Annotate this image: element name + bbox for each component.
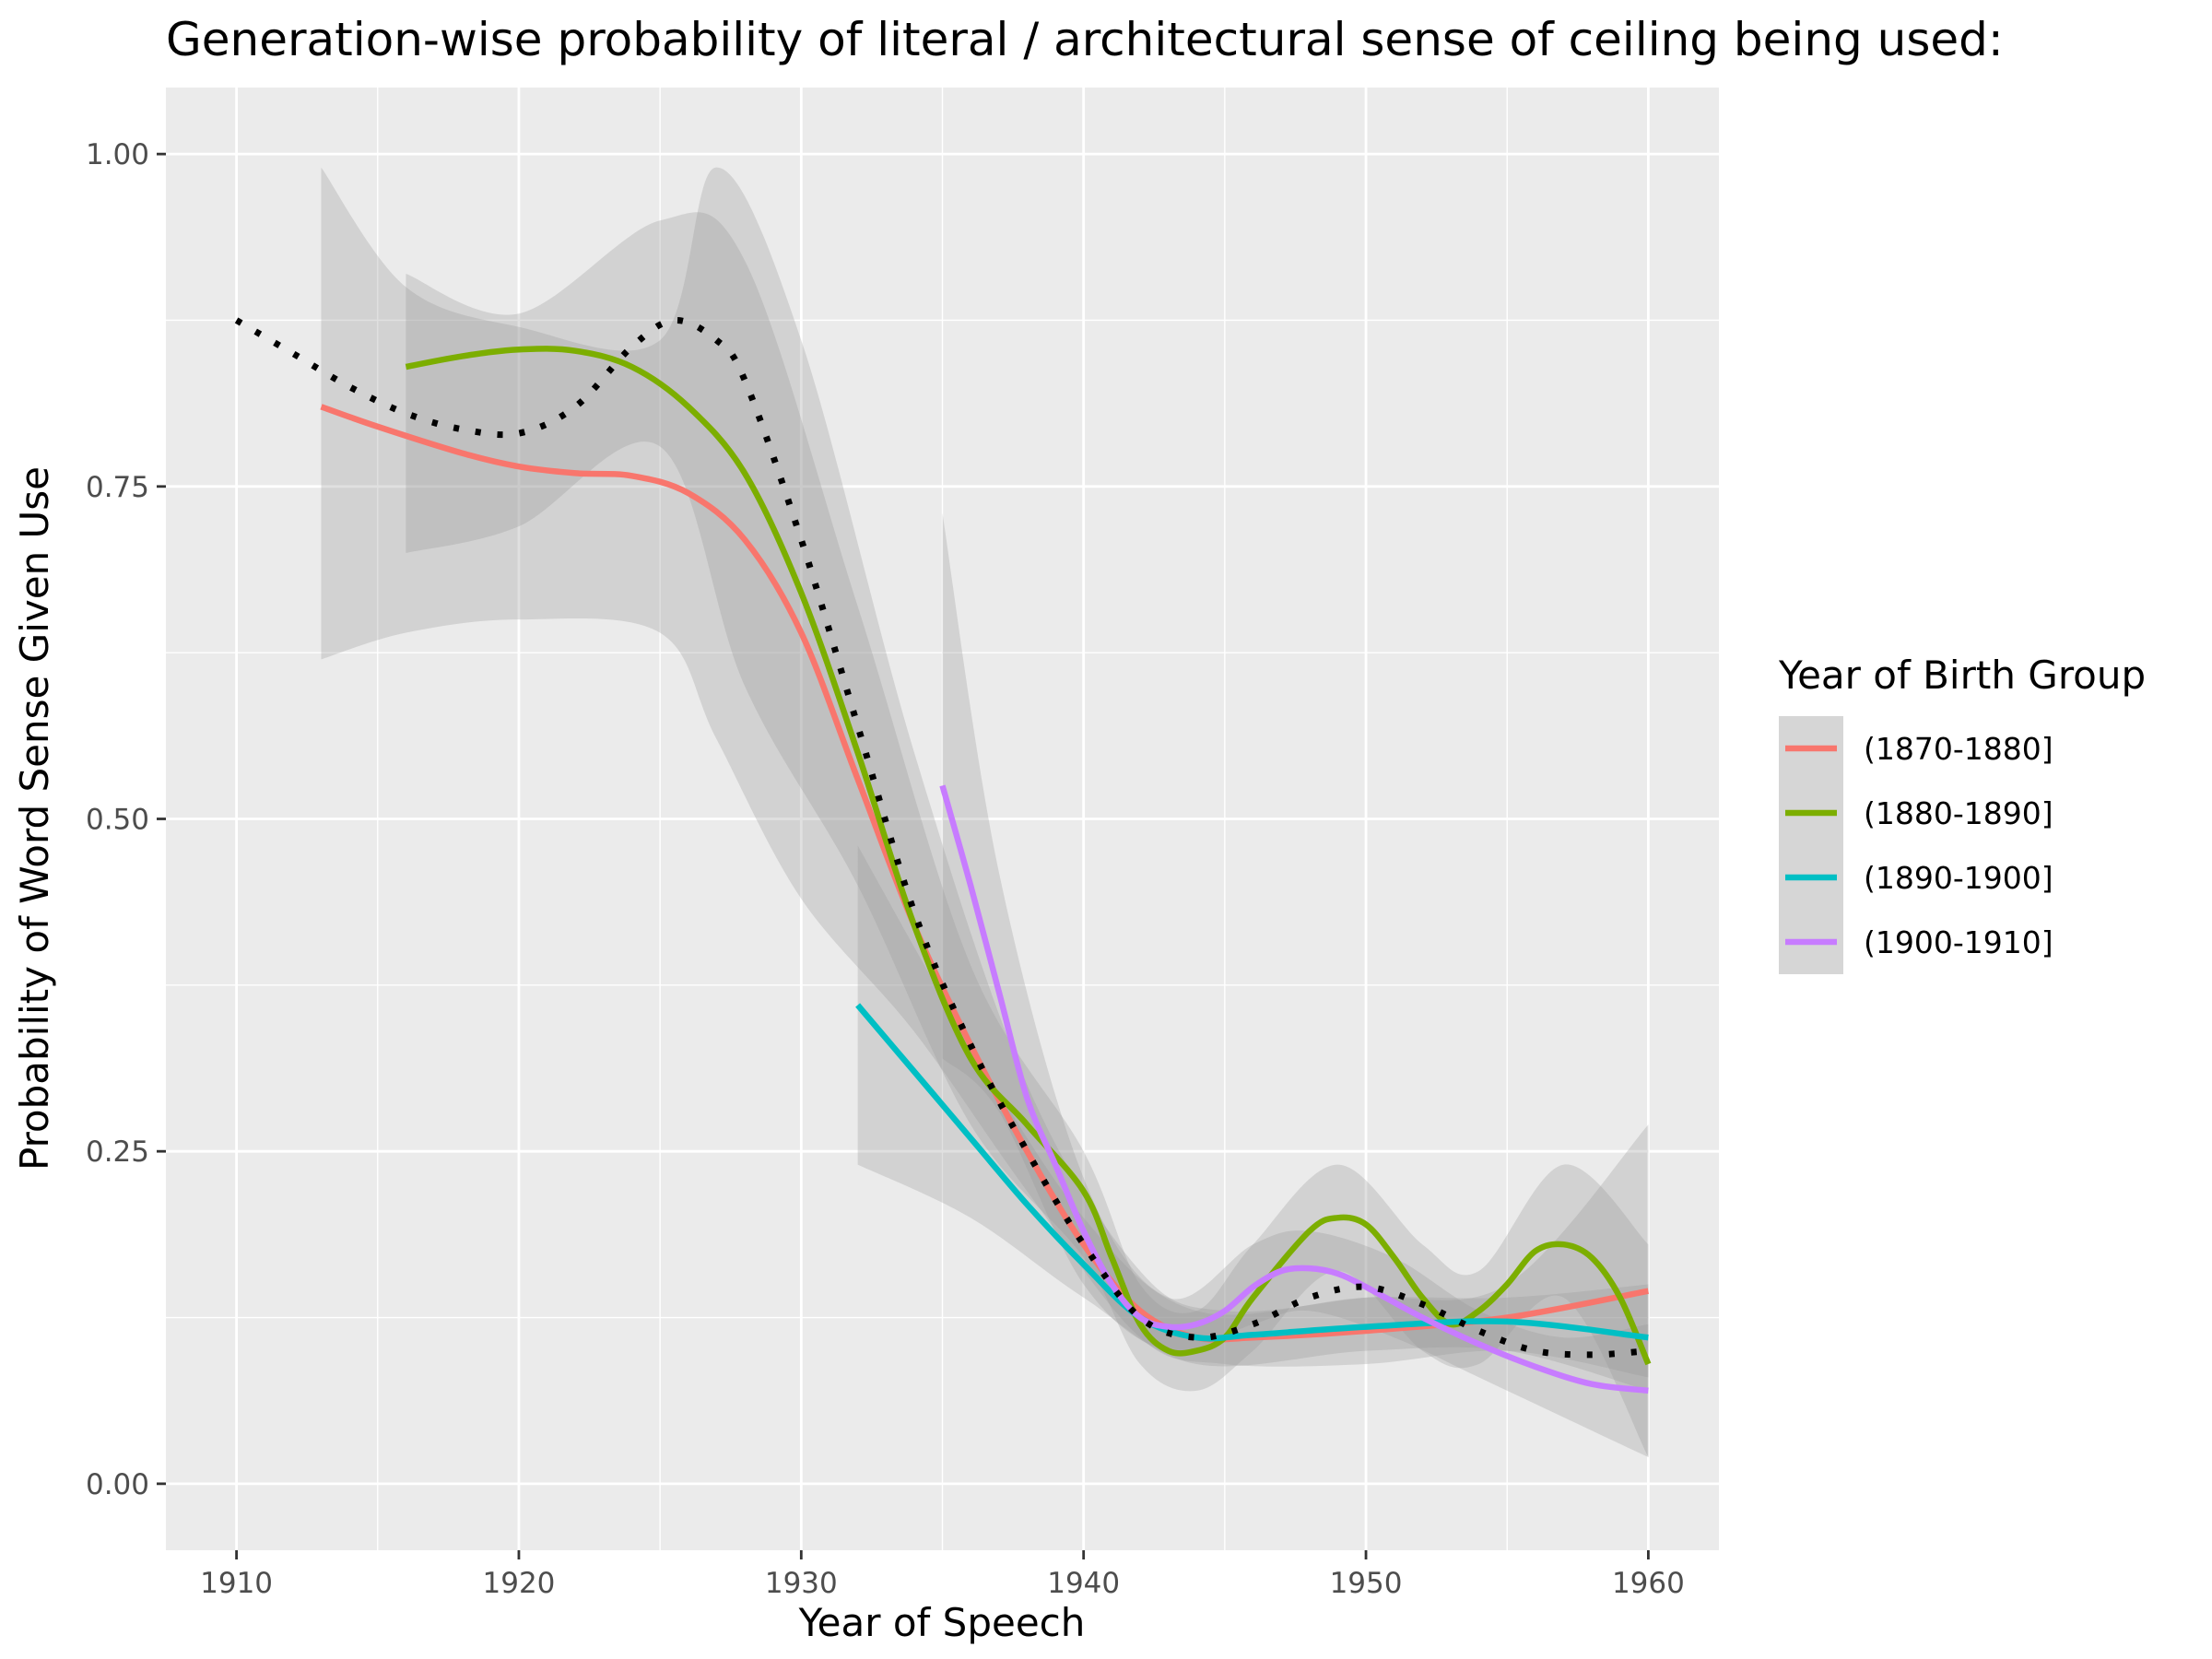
y-tick-label: 0.50 (86, 804, 149, 837)
legend: Year of Birth Group (1870-1880] (1880-189… (1778, 653, 2146, 974)
legend-label: (1900-1910] (1864, 924, 2053, 960)
y-tick-label: 1.00 (86, 138, 149, 171)
y-axis: 0.00 0.25 0.50 0.75 1.00 (86, 138, 166, 1501)
series-lines (234, 316, 1652, 1394)
legend-title: Year of Birth Group (1778, 653, 2146, 698)
confidence-ribbon (406, 212, 1649, 1457)
y-tick-label: 0.25 (86, 1135, 149, 1169)
x-tick-label: 1910 (200, 1567, 273, 1600)
x-tick-label: 1960 (1612, 1567, 1685, 1600)
y-tick-label: 0.00 (86, 1468, 149, 1501)
y-axis-title: Probability of Word Sense Given Use (12, 466, 57, 1171)
x-tick-label: 1950 (1330, 1567, 1403, 1600)
chart-title: Generation-wise probability of literal /… (166, 13, 2004, 66)
x-tick-label: 1920 (483, 1567, 556, 1600)
y-tick-label: 0.75 (86, 471, 149, 504)
x-tick-label: 1940 (1047, 1567, 1120, 1600)
x-axis-title: Year of Speech (798, 1600, 1086, 1645)
major-gridlines (166, 88, 1719, 1550)
confidence-ribbon (857, 845, 1649, 1391)
legend-label: (1890-1900] (1864, 860, 2053, 896)
x-tick-label: 1930 (765, 1567, 838, 1600)
legend-label: (1880-1890] (1864, 795, 2053, 831)
x-axis: 1910 1920 1930 1940 1950 1960 (200, 1550, 1685, 1600)
series-line (405, 346, 1652, 1366)
legend-label: (1870-1880] (1864, 731, 2053, 767)
series-line (939, 784, 1649, 1394)
confidence-ribbon (321, 167, 1649, 1378)
